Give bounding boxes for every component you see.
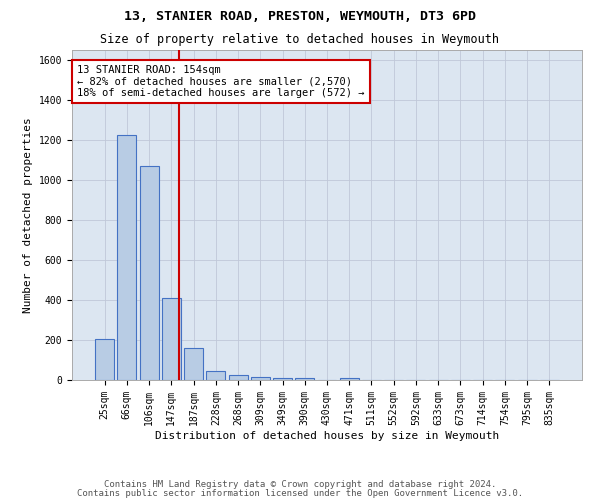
Bar (229, 375, 248, 380)
Text: 13 STANIER ROAD: 154sqm
← 82% of detached houses are smaller (2,570)
18% of semi: 13 STANIER ROAD: 154sqm ← 82% of detache… (77, 65, 365, 98)
Bar (162, 298, 181, 380)
Bar (140, 166, 158, 380)
Bar (251, 377, 270, 380)
X-axis label: Distribution of detached houses by size in Weymouth: Distribution of detached houses by size … (155, 430, 499, 440)
Bar (273, 378, 292, 380)
Bar (95, 340, 114, 380)
Bar (206, 371, 225, 380)
Y-axis label: Number of detached properties: Number of detached properties (23, 117, 33, 313)
Text: Contains HM Land Registry data © Crown copyright and database right 2024.: Contains HM Land Registry data © Crown c… (104, 480, 496, 489)
Bar (118, 135, 136, 380)
Text: Contains public sector information licensed under the Open Government Licence v3: Contains public sector information licen… (77, 488, 523, 498)
Bar (340, 378, 359, 380)
Text: 13, STANIER ROAD, PRESTON, WEYMOUTH, DT3 6PD: 13, STANIER ROAD, PRESTON, WEYMOUTH, DT3… (124, 10, 476, 23)
Bar (184, 348, 203, 380)
Bar (295, 378, 314, 380)
Text: Size of property relative to detached houses in Weymouth: Size of property relative to detached ho… (101, 32, 499, 46)
